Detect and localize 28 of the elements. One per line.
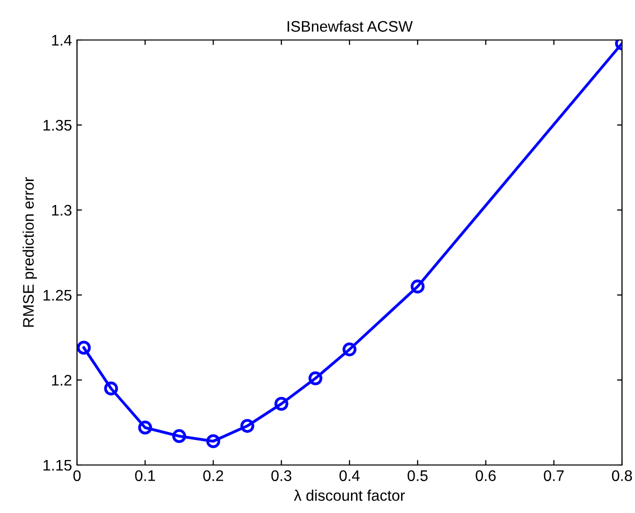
x-tick-label: 0.7 [544,470,564,482]
point [206,434,220,448]
x-tick-label: 0.2 [203,470,224,482]
point [342,342,356,356]
y-tick-label: 1.4 [52,35,72,46]
y-tick-label: 1.3 [52,204,72,216]
point [77,340,91,355]
point [308,371,322,386]
point [410,280,425,294]
point [274,396,288,411]
x-tick-label: 0.6 [476,470,496,482]
chart-title: ISBnewfast ACSW [288,20,413,32]
x-tick-label: 0.8 [612,470,632,482]
y-tick-label: 1.35 [44,120,72,131]
point [172,429,186,444]
x-tick-label: 0 [73,470,81,482]
point [104,382,118,396]
x-tick-label: 0.5 [408,470,428,482]
point [138,420,152,435]
y-tick-label: 1.15 [44,460,72,471]
y-tick-label: 1.2 [52,374,72,386]
x-tick-label: 0.3 [271,470,292,482]
y-tick-label: 1.25 [44,290,72,301]
x-axis-title: λ discount factor [294,490,405,501]
y-axis-title: RMSE prediction error [22,177,37,327]
point [240,418,254,433]
x-tick-label: 0.1 [135,470,155,482]
x-tick-label: 0.4 [339,470,360,482]
